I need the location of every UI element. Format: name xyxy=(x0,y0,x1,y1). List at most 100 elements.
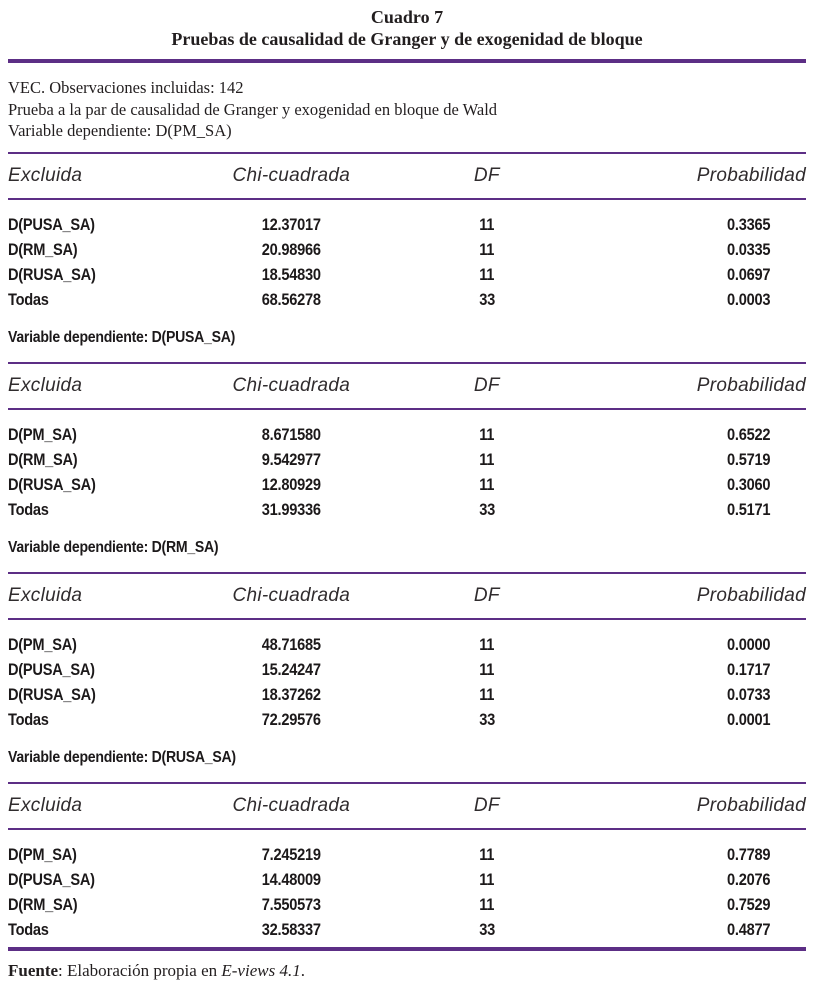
chi-squared-cell: 68.56278 xyxy=(261,289,321,309)
df-cell: 11 xyxy=(479,634,495,654)
table-row: D(RUSA_SA) 12.80929 11 0.3060 xyxy=(8,472,806,497)
source-software: E-views 4.1 xyxy=(221,960,301,980)
header-bottom-rule xyxy=(8,617,806,620)
probability-cell: 0.0733 xyxy=(726,684,770,704)
source-label: Fuente xyxy=(8,960,59,980)
chi-squared-cell: 14.48009 xyxy=(261,869,321,889)
chi-squared-cell: 48.71685 xyxy=(261,634,321,654)
granger-table-pm-sa: Excluida Chi-cuadrada DF Probabilidad D(… xyxy=(8,151,806,312)
dependent-variable-line-4: Variable dependiente: D(RUSA_SA) xyxy=(8,748,236,766)
probability-cell: 0.7789 xyxy=(726,844,770,864)
probability-cell: 0.3365 xyxy=(726,214,770,234)
probability-cell: 0.5719 xyxy=(726,449,770,469)
header-bottom-rule xyxy=(8,197,806,200)
header-top-rule xyxy=(8,361,806,364)
table-header-row: Excluida Chi-cuadrada DF Probabilidad xyxy=(8,154,806,198)
probability-cell: 0.0697 xyxy=(726,264,770,284)
col-header-excluida: Excluida xyxy=(8,794,83,816)
chi-squared-cell: 18.54830 xyxy=(261,264,321,284)
table-body: D(PM_SA) 48.71685 11 0.0000 D(PUSA_SA) 1… xyxy=(8,620,806,732)
df-cell: 11 xyxy=(479,869,495,889)
table-row: D(PUSA_SA) 15.24247 11 0.1717 xyxy=(8,657,806,682)
chi-squared-cell: 12.80929 xyxy=(261,474,321,494)
table-row: D(PM_SA) 7.245219 11 0.7789 xyxy=(8,842,806,867)
probability-cell: 0.1717 xyxy=(726,659,770,679)
table-header-row: Excluida Chi-cuadrada DF Probabilidad xyxy=(8,364,806,408)
header-top-rule xyxy=(8,571,806,574)
col-header-excluida: Excluida xyxy=(8,164,83,186)
col-header-df: DF xyxy=(473,794,500,816)
chi-squared-cell: 15.24247 xyxy=(261,659,321,679)
excluded-cell: D(RM_SA) xyxy=(8,449,78,469)
intro-block: VEC. Observaciones incluidas: 142 Prueba… xyxy=(8,77,806,142)
excluded-cell: D(RUSA_SA) xyxy=(8,264,96,284)
df-cell: 11 xyxy=(479,894,495,914)
chi-squared-cell: 7.245219 xyxy=(261,844,321,864)
dependent-variable-line-2: Variable dependiente: D(PUSA_SA) xyxy=(8,328,236,346)
table-header-row: Excluida Chi-cuadrada DF Probabilidad xyxy=(8,784,806,828)
excluded-cell: D(PUSA_SA) xyxy=(8,659,95,679)
probability-cell: 0.5171 xyxy=(726,499,770,519)
col-header-chi-cuadrada: Chi-cuadrada xyxy=(232,584,351,606)
top-thick-rule xyxy=(8,59,806,63)
col-header-probabilidad: Probabilidad xyxy=(696,374,806,396)
table-body: D(PM_SA) 7.245219 11 0.7789 D(PUSA_SA) 1… xyxy=(8,830,806,942)
table-body: D(PM_SA) 8.671580 11 0.6522 D(RM_SA) 9.5… xyxy=(8,410,806,522)
chi-squared-cell: 18.37262 xyxy=(261,684,321,704)
col-header-probabilidad: Probabilidad xyxy=(696,164,806,186)
col-header-excluida: Excluida xyxy=(8,374,83,396)
granger-table-rm-sa: Excluida Chi-cuadrada DF Probabilidad D(… xyxy=(8,571,806,732)
table-row: Todas 31.99336 33 0.5171 xyxy=(8,497,806,522)
df-cell: 11 xyxy=(479,659,495,679)
probability-cell: 0.3060 xyxy=(726,474,770,494)
df-cell: 11 xyxy=(479,239,495,259)
col-header-df: DF xyxy=(473,584,500,606)
excluded-cell: D(RM_SA) xyxy=(8,894,78,914)
cuadro-7-page: Cuadro 7 Pruebas de causalidad de Grange… xyxy=(8,6,806,982)
df-cell: 11 xyxy=(479,264,495,284)
table-row: D(PUSA_SA) 12.37017 11 0.3365 xyxy=(8,212,806,237)
table-row: D(PM_SA) 48.71685 11 0.0000 xyxy=(8,632,806,657)
excluded-cell: D(PUSA_SA) xyxy=(8,869,95,889)
observations-line: VEC. Observaciones incluidas: 142 xyxy=(8,78,244,97)
granger-table-pusa-sa: Excluida Chi-cuadrada DF Probabilidad D(… xyxy=(8,361,806,522)
probability-cell: 0.7529 xyxy=(726,894,770,914)
granger-table-rusa-sa: Excluida Chi-cuadrada DF Probabilidad D(… xyxy=(8,781,806,942)
table-row: D(RUSA_SA) 18.54830 11 0.0697 xyxy=(8,262,806,287)
probability-cell: 0.0003 xyxy=(726,289,770,309)
source-period: . xyxy=(300,960,305,980)
df-cell: 33 xyxy=(478,289,495,309)
col-header-df: DF xyxy=(473,374,500,396)
table-row: D(RM_SA) 9.542977 11 0.5719 xyxy=(8,447,806,472)
table-row: D(RM_SA) 7.550573 11 0.7529 xyxy=(8,892,806,917)
df-cell: 11 xyxy=(479,474,495,494)
col-header-probabilidad: Probabilidad xyxy=(696,794,806,816)
excluded-cell: D(RUSA_SA) xyxy=(8,474,96,494)
dependent-variable-line-3: Variable dependiente: D(RM_SA) xyxy=(8,538,219,556)
table-number: Cuadro 7 xyxy=(370,7,444,27)
table-row: D(RM_SA) 20.98966 11 0.0335 xyxy=(8,237,806,262)
excluded-cell: D(RUSA_SA) xyxy=(8,684,96,704)
df-cell: 11 xyxy=(479,424,495,444)
excluded-cell: D(PUSA_SA) xyxy=(8,214,95,234)
df-cell: 11 xyxy=(479,844,495,864)
df-cell: 33 xyxy=(478,709,495,729)
probability-cell: 0.4877 xyxy=(726,919,770,939)
excluded-cell: Todas xyxy=(8,919,49,939)
df-cell: 11 xyxy=(479,684,495,704)
probability-cell: 0.0335 xyxy=(726,239,770,259)
header-top-rule xyxy=(8,151,806,154)
df-cell: 33 xyxy=(478,919,495,939)
table-row: D(PUSA_SA) 14.48009 11 0.2076 xyxy=(8,867,806,892)
chi-squared-cell: 12.37017 xyxy=(261,214,321,234)
chi-squared-cell: 72.29576 xyxy=(261,709,321,729)
bottom-thick-rule xyxy=(8,946,806,951)
header-top-rule xyxy=(8,781,806,784)
table-row: Todas 72.29576 33 0.0001 xyxy=(8,707,806,732)
chi-squared-cell: 32.58337 xyxy=(261,919,321,939)
excluded-cell: Todas xyxy=(8,289,49,309)
probability-cell: 0.2076 xyxy=(726,869,770,889)
excluded-cell: Todas xyxy=(8,499,49,519)
excluded-cell: D(PM_SA) xyxy=(8,424,77,444)
table-row: D(PM_SA) 8.671580 11 0.6522 xyxy=(8,422,806,447)
